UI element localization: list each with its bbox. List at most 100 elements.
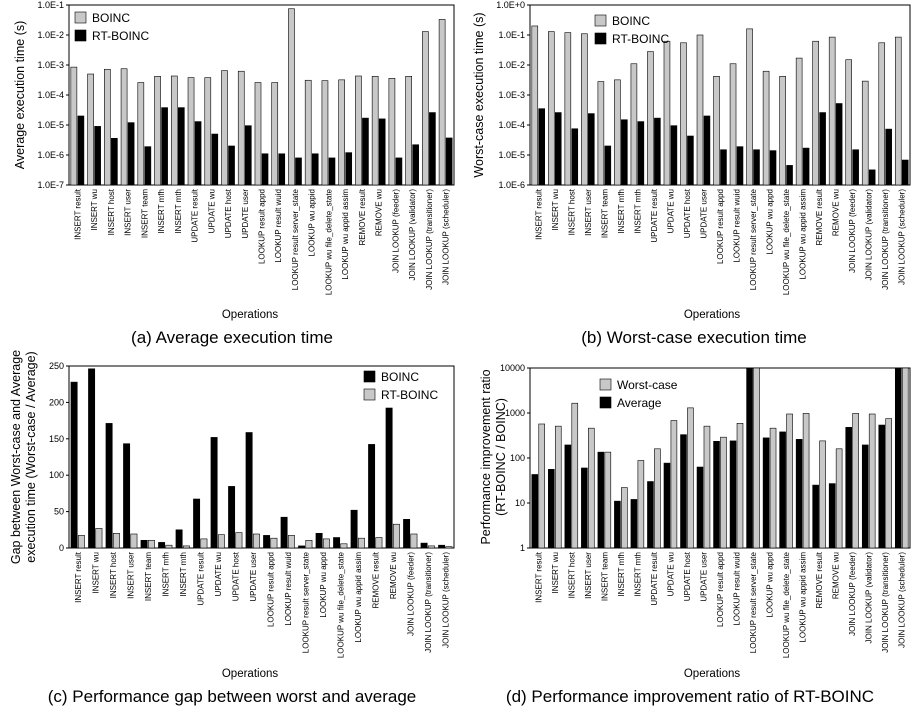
bar-rt-boinc	[357, 537, 365, 549]
bar-worst-case	[753, 367, 760, 549]
bar-rt-boinc	[637, 121, 645, 186]
legend-swatch	[599, 396, 612, 409]
bar-boinc	[154, 76, 161, 186]
bar-boinc	[105, 423, 113, 549]
x-tick-label: JOIN LOOKUP (scheduler)	[898, 189, 907, 285]
x-tick-label: INSERT team	[600, 189, 609, 238]
bar-boinc	[338, 79, 346, 186]
bar-boinc	[228, 486, 236, 549]
bar-boinc	[315, 532, 323, 549]
x-tick-label: INSERT host	[107, 188, 116, 235]
y-axis-label: Performance improvement ratio	[479, 369, 493, 544]
bar-worst-case	[703, 425, 711, 549]
bar-average	[795, 439, 803, 549]
bar-boinc	[254, 82, 262, 186]
y-tick-label: 1.0E-3	[37, 60, 64, 70]
legend-swatch	[74, 29, 87, 42]
x-tick-label: INSERT user	[126, 552, 135, 599]
y-tick-label: 1.0E-5	[498, 150, 525, 160]
legend-swatch	[363, 388, 376, 401]
bar-worst-case	[720, 436, 727, 549]
x-tick-label: INSERT result	[74, 551, 83, 603]
bar-boinc	[696, 34, 704, 186]
bar-rt-boinc	[200, 538, 208, 549]
x-tick-label: JOIN LOOKUP (scheduler)	[898, 552, 907, 648]
x-tick-label: UPDATE result	[191, 188, 200, 242]
bar-worst-case	[852, 413, 859, 549]
y-tick-label: 1.0E-1	[498, 30, 525, 40]
x-tick-label: UPDATE wu	[666, 552, 675, 596]
y-tick-label: 1.0E-5	[37, 120, 64, 130]
x-tick-label: JOIN LOOKUP (transitioner)	[881, 552, 890, 653]
bar-boinc	[368, 444, 376, 549]
bar-rt-boinc	[345, 152, 353, 186]
bar-average	[762, 437, 770, 549]
bar-average	[746, 367, 753, 549]
bar-rt-boinc	[228, 145, 235, 186]
panel-caption: (a) Average execution time	[131, 328, 333, 347]
legend-label: RT-BOINC	[612, 32, 669, 46]
y-tick-label: 1.0E+0	[496, 0, 525, 10]
y-axis-label: Worst-case execution time (s)	[472, 12, 486, 177]
y-tick-label: 1.0E-6	[37, 150, 64, 160]
bar-boinc	[746, 28, 753, 186]
bar-rt-boinc	[127, 122, 135, 186]
bar-worst-case	[621, 487, 628, 549]
bar-rt-boinc	[278, 153, 286, 186]
x-tick-label: UPDATE wu	[214, 552, 223, 596]
y-axis-label: (RT-BOINC / BOINC)	[494, 398, 508, 516]
plot-frame	[68, 365, 455, 549]
x-tick-label: LOOKUP wu appd	[319, 552, 328, 618]
bar-average	[663, 462, 671, 549]
bar-boinc	[333, 537, 341, 549]
bar-boinc	[614, 79, 621, 186]
bar-boinc	[405, 76, 412, 186]
x-tick-label: LOOKUP wu appid assim	[799, 552, 808, 643]
chart-panel-4: 1 10 100 1000 10000 INSERT result INSERT wu INS…	[479, 363, 911, 706]
x-tick-label: INSERT mth	[174, 189, 183, 234]
bar-boinc	[630, 63, 638, 186]
bar-rt-boinc	[77, 115, 85, 186]
y-tick-label: 1.0E-4	[37, 90, 64, 100]
bar-boinc	[438, 544, 446, 549]
x-tick-label: JOIN LOOKUP (scheduler)	[442, 189, 451, 285]
x-tick-label: UPDATE wu	[666, 189, 675, 233]
bar-worst-case	[901, 367, 909, 549]
legend-swatch	[363, 370, 376, 383]
bar-rt-boinc	[235, 532, 243, 549]
bar-boinc	[564, 32, 572, 186]
bar-boinc	[304, 79, 312, 186]
x-tick-label: JOIN LOOKUP (transitioner)	[424, 552, 433, 653]
bar-average	[597, 451, 605, 549]
bar-average	[812, 484, 819, 549]
bar-worst-case	[637, 460, 645, 549]
bar-rt-boinc	[270, 537, 278, 549]
y-tick-label: 1.0E-7	[37, 180, 64, 190]
x-tick-label: LOOKUP result wuid	[284, 552, 293, 626]
bar-worst-case	[769, 427, 777, 549]
bar-boinc	[385, 407, 393, 549]
x-tick-label: LOOKUP result appd	[716, 189, 725, 264]
x-tick-label: REMOVE result	[815, 551, 824, 608]
x-tick-label: LOOKUP wu file_delete_state	[336, 551, 345, 658]
x-tick-label: UPDATE user	[241, 189, 250, 239]
bar-rt-boinc	[311, 153, 319, 186]
bar-rt-boinc	[95, 528, 103, 549]
y-axis-label: Average execution time (s)	[13, 21, 27, 169]
bar-rt-boinc	[161, 107, 168, 186]
x-tick-label: INSERT wu	[90, 189, 99, 231]
bar-rt-boinc	[94, 126, 101, 186]
y-tick-label: 10	[515, 498, 525, 508]
y-tick-label: 1.0E-2	[498, 60, 525, 70]
bar-average	[878, 424, 886, 549]
x-tick-label: LOOKUP result server_state	[301, 551, 310, 653]
bar-boinc	[350, 509, 358, 549]
bar-average	[614, 500, 621, 549]
bar-boinc	[581, 33, 588, 186]
x-tick-label: REMOVE wu	[832, 189, 841, 236]
chart-panel-1: 1.0E-7 1.0E-6 1.0E-5 1.0E-4 1.0E-3 1.0E-2 1.0E…	[13, 0, 455, 347]
x-tick-label: LOOKUP result appd	[716, 552, 725, 627]
x-tick-label: REMOVE result	[358, 188, 367, 245]
y-tick-label: 10000	[500, 363, 525, 373]
y-tick-label: 1.0E-3	[498, 90, 525, 100]
